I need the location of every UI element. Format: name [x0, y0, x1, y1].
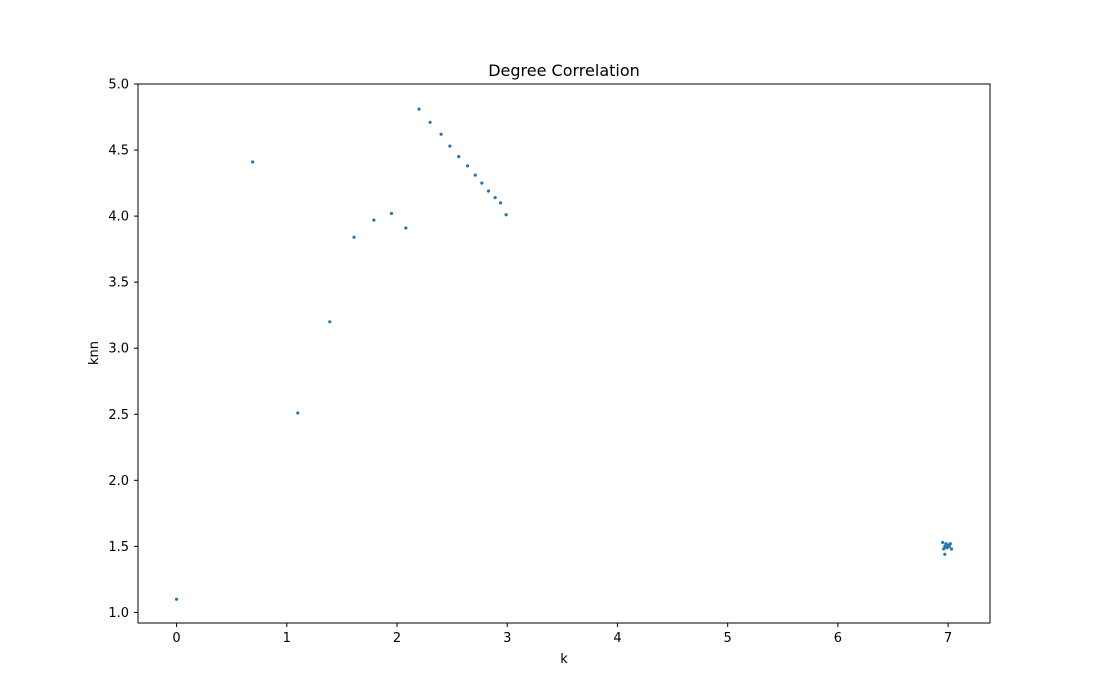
data-point — [174, 597, 179, 601]
data-point — [948, 542, 952, 546]
data-point — [486, 189, 491, 193]
y-tick-label: 2.5 — [108, 408, 129, 423]
data-point — [493, 196, 497, 200]
data-point — [372, 218, 376, 222]
y-tick-label: 5.0 — [108, 78, 129, 93]
data-point — [949, 547, 954, 551]
x-tick-label: 7 — [944, 631, 952, 646]
x-tick-label: 3 — [503, 631, 511, 646]
y-tick-label: 2.0 — [108, 474, 129, 489]
data-point — [504, 213, 508, 217]
y-tick-label: 3.0 — [108, 342, 129, 357]
x-tick-label: 4 — [613, 631, 621, 646]
x-tick-label: 5 — [724, 631, 732, 646]
y-tick-label: 1.5 — [108, 540, 129, 555]
data-point — [404, 226, 408, 230]
data-points — [174, 107, 954, 601]
data-point — [480, 181, 484, 185]
data-point — [448, 144, 452, 148]
y-axis: 1.0 1.5 2.0 2.5 3.0 3.5 4.0 4.5 5.0 — [108, 78, 138, 621]
x-tick-label: 0 — [172, 631, 180, 646]
x-tick-label: 2 — [393, 631, 401, 646]
data-point — [942, 547, 946, 551]
data-point — [473, 173, 477, 177]
chart-title: Degree Correlation — [488, 61, 640, 80]
data-point — [352, 235, 356, 239]
data-point — [941, 540, 945, 545]
plot-frame — [137, 83, 991, 624]
data-point — [947, 544, 951, 548]
data-point — [499, 201, 503, 205]
data-point — [428, 120, 432, 124]
data-point — [943, 552, 947, 556]
x-axis: 0 1 2 3 4 5 6 7 — [172, 623, 952, 646]
data-point — [389, 211, 394, 216]
x-axis-label: k — [560, 652, 568, 667]
data-point — [465, 164, 470, 168]
y-tick-label: 4.5 — [108, 144, 129, 159]
data-point — [457, 155, 461, 159]
data-point — [417, 107, 421, 111]
x-tick-label: 6 — [834, 631, 842, 646]
y-tick-label: 4.0 — [108, 210, 129, 225]
data-point — [296, 411, 300, 415]
data-point — [439, 132, 443, 136]
y-tick-label: 3.5 — [108, 276, 129, 291]
x-tick-label: 1 — [283, 631, 291, 646]
y-tick-label: 1.0 — [108, 606, 129, 621]
y-axis-label: knn — [87, 341, 102, 365]
data-point — [251, 160, 255, 164]
data-point — [328, 320, 332, 324]
